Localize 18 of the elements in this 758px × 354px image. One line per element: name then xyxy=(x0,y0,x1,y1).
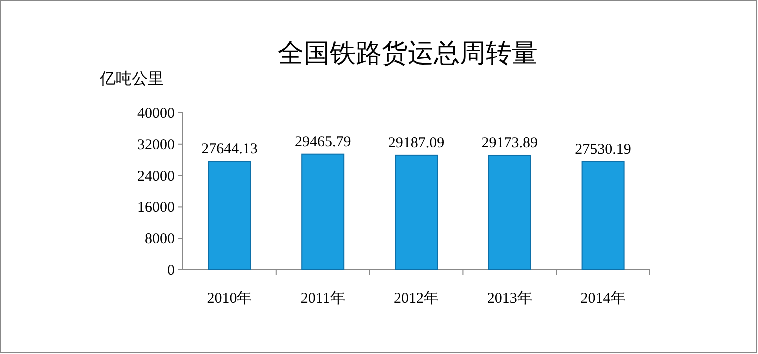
y-tick-label: 8000 xyxy=(145,232,175,248)
x-tick-label: 2012年 xyxy=(394,290,439,307)
data-label: 29187.09 xyxy=(388,135,445,152)
x-tick-label: 2013年 xyxy=(487,290,532,307)
y-tick-label: 24000 xyxy=(138,168,175,185)
y-axis-title: 亿吨公里 xyxy=(99,69,164,88)
chart-title: 全国铁路货运总周转量 xyxy=(278,39,538,69)
data-label: 27644.13 xyxy=(202,141,258,158)
y-tick-label: 0 xyxy=(168,263,175,279)
x-tick-label: 2010年 xyxy=(207,290,252,307)
y-tick-label: 32000 xyxy=(138,137,175,154)
x-tick-label: 2014年 xyxy=(580,290,626,307)
x-tick-label: 2011年 xyxy=(300,290,346,307)
y-tick-label: 40000 xyxy=(138,106,175,122)
data-label: 27530.19 xyxy=(575,142,632,158)
y-tick-label: 16000 xyxy=(138,200,175,216)
data-label: 29173.89 xyxy=(482,135,538,152)
data-label: 29465.79 xyxy=(294,134,352,150)
